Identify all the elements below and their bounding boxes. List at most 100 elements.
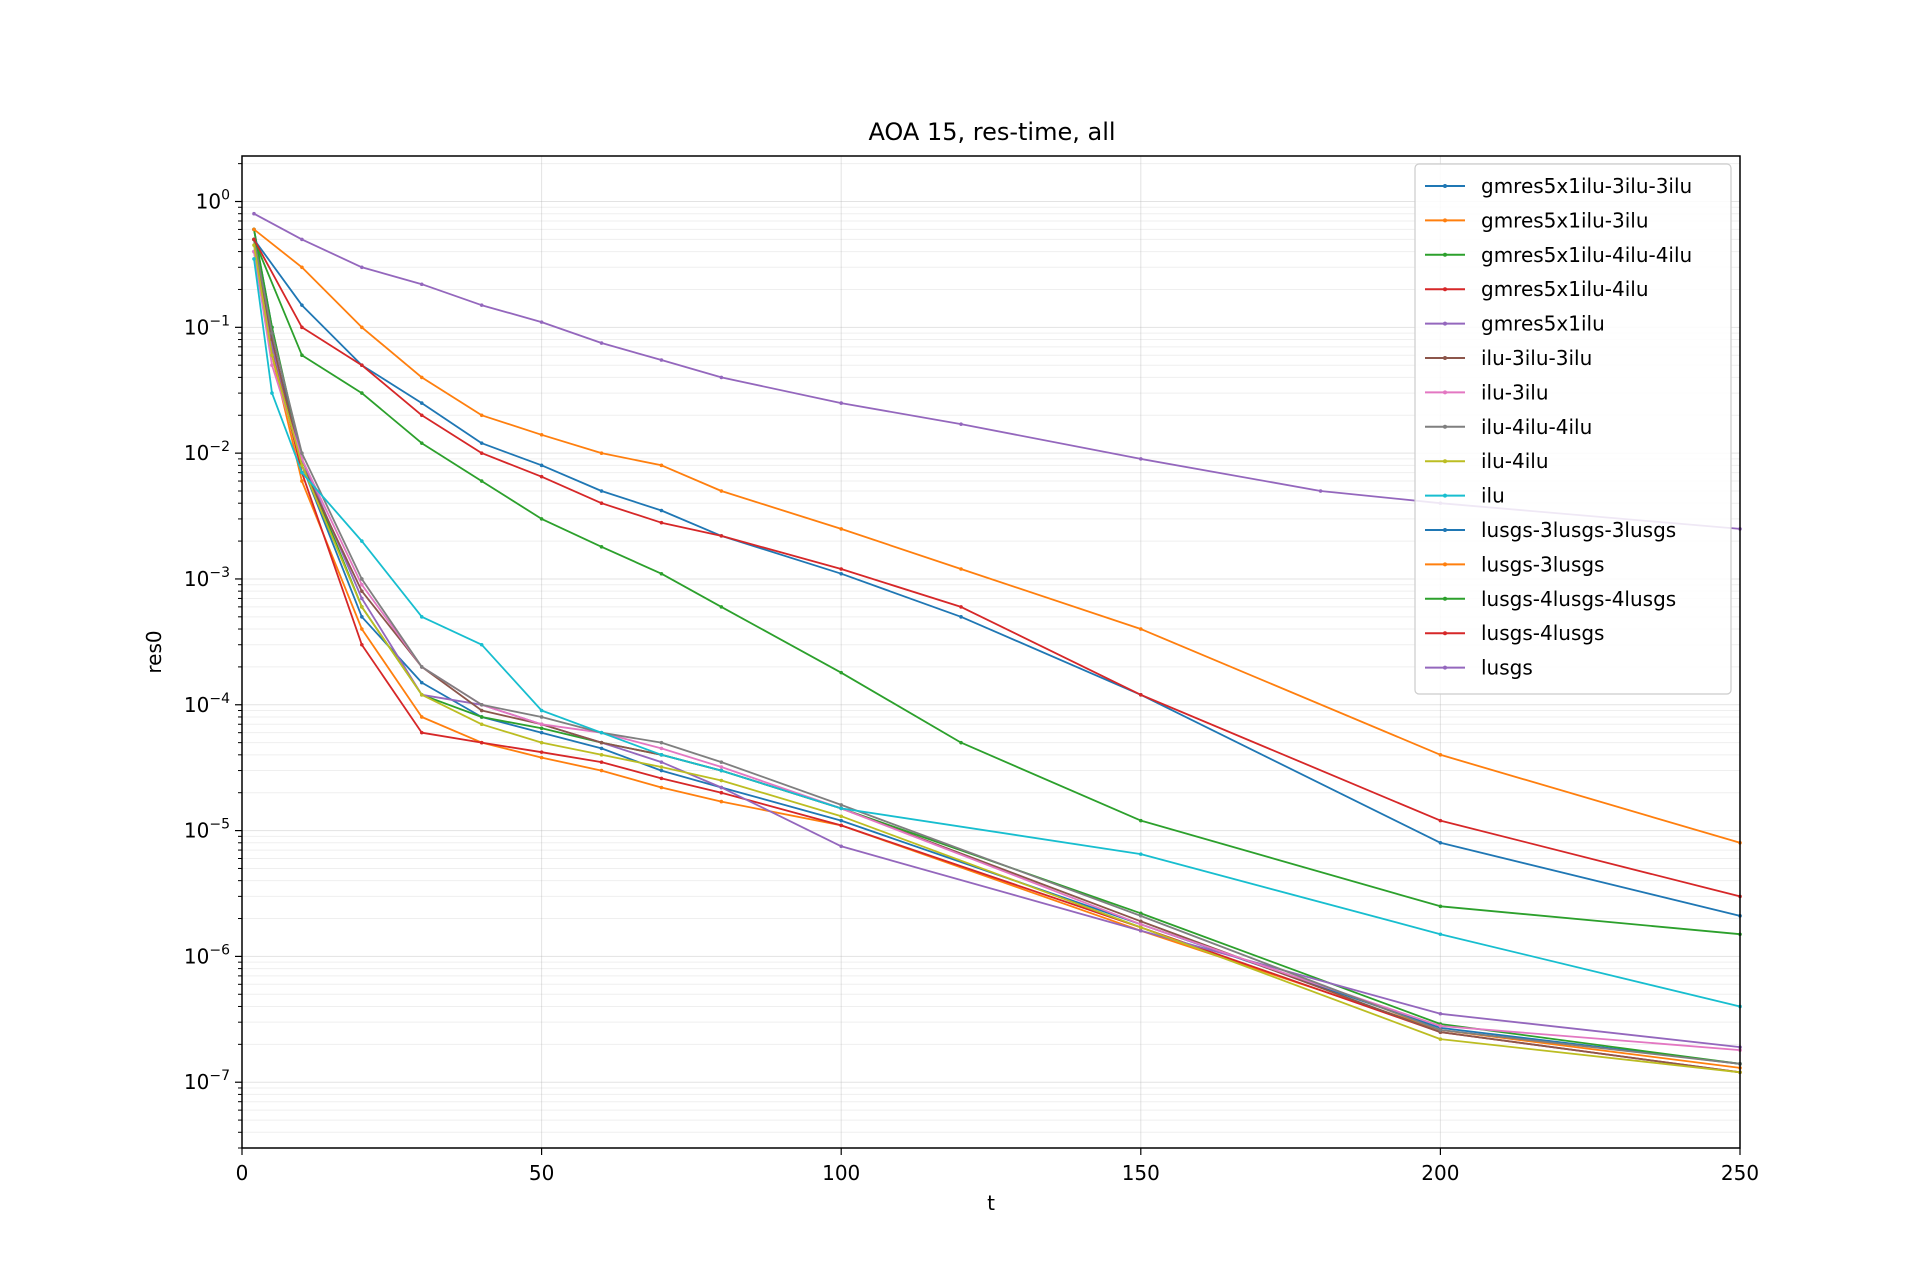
series-point-ilu-4ilu	[1139, 925, 1143, 930]
series-point-lusgs-3lusgs-3lusgs	[539, 463, 544, 468]
series-point-ilu-4ilu	[479, 722, 484, 727]
legend-label: lusgs-4lusgs-4lusgs	[1481, 587, 1676, 611]
series-point-gmres5x1ilu-4ilu	[479, 740, 484, 745]
series-point-lusgs-4lusgs-4lusgs	[419, 441, 424, 445]
series-point-gmres5x1ilu-3ilu-3ilu	[419, 680, 424, 685]
series-point-ilu-3ilu-3ilu	[360, 589, 364, 593]
series-point-lusgs-3lusgs-3lusgs	[1438, 840, 1443, 845]
series-point-ilu-3ilu	[1438, 1024, 1443, 1028]
legend-marker	[1443, 287, 1447, 292]
y-tick-label: 10−7	[184, 1068, 230, 1094]
series-point-ilu-4ilu-4ilu	[360, 577, 364, 581]
series-point-lusgs	[360, 265, 364, 270]
series-point-gmres5x1ilu-3ilu-3ilu	[599, 746, 604, 751]
legend-marker	[1443, 459, 1447, 464]
series-point-lusgs-3lusgs	[839, 527, 843, 531]
series-point-ilu	[599, 730, 604, 735]
series-point-lusgs-4lusgs	[1438, 818, 1443, 823]
series-point-gmres5x1ilu-3ilu-3ilu	[839, 818, 843, 823]
legend-label: ilu-4ilu-4ilu	[1481, 415, 1592, 439]
series-point-ilu-4ilu-4ilu	[270, 331, 274, 335]
series-point-lusgs-3lusgs	[539, 432, 544, 437]
series-point-ilu	[1438, 932, 1443, 937]
series-point-ilu-4ilu	[270, 353, 274, 358]
legend-label: lusgs-4lusgs	[1481, 621, 1604, 645]
series-point-lusgs-3lusgs	[479, 413, 484, 418]
series-point-gmres5x1ilu	[1438, 1011, 1443, 1016]
series-point-ilu-3ilu	[659, 746, 664, 751]
series-point-ilu	[252, 257, 256, 261]
series-point-ilu	[360, 539, 364, 543]
series-point-gmres5x1ilu-3ilu	[419, 715, 424, 719]
series-line-ilu-3ilu-3ilu	[253, 239, 1741, 1074]
series-point-lusgs	[479, 303, 484, 307]
series-point-gmres5x1ilu-4ilu	[839, 823, 843, 828]
series-point-ilu-4ilu	[719, 778, 724, 783]
series-point-lusgs-4lusgs-4lusgs	[659, 571, 664, 576]
series-point-lusgs-3lusgs-3lusgs	[419, 401, 424, 405]
series-point-ilu	[839, 806, 843, 811]
series-point-ilu-4ilu-4ilu	[1139, 914, 1143, 918]
series-point-lusgs	[839, 401, 843, 405]
chart-title: AOA 15, res-time, all	[868, 118, 1115, 146]
series-point-lusgs-3lusgs	[599, 451, 604, 455]
legend-label: lusgs	[1481, 656, 1533, 680]
series-point-ilu-4ilu	[300, 463, 304, 468]
series-point-gmres5x1ilu	[839, 844, 843, 849]
series-point-ilu-3ilu-3ilu	[1139, 919, 1143, 924]
legend-marker	[1443, 252, 1447, 257]
series-line-lusgs-4lusgs-4lusgs	[253, 239, 1741, 936]
legend-label: gmres5x1ilu-3ilu-3ilu	[1481, 174, 1692, 198]
series-point-gmres5x1ilu-3ilu	[539, 755, 544, 760]
series-point-ilu-4ilu	[419, 693, 424, 697]
series-point-ilu-4ilu-4ilu	[479, 702, 484, 707]
series-point-lusgs-3lusgs-3lusgs	[839, 571, 843, 576]
series-point-gmres5x1ilu-3ilu	[599, 768, 604, 773]
series-point-lusgs-4lusgs	[360, 363, 364, 367]
series-point-lusgs-3lusgs	[300, 265, 304, 270]
legend-label: gmres5x1ilu-4ilu	[1481, 277, 1649, 301]
series-point-lusgs	[959, 422, 963, 426]
y-tick-label: 100	[196, 188, 230, 214]
series-point-lusgs-4lusgs-4lusgs	[719, 605, 724, 609]
series-point-ilu-4ilu	[539, 740, 544, 745]
legend-marker	[1443, 665, 1447, 670]
series-point-lusgs-4lusgs-4lusgs	[1438, 904, 1443, 909]
series-point-lusgs-4lusgs	[252, 237, 256, 242]
legend-label: gmres5x1ilu-4ilu-4ilu	[1481, 243, 1692, 267]
series-point-lusgs	[1139, 457, 1143, 461]
series-point-lusgs-4lusgs	[839, 567, 843, 571]
series-point-lusgs-4lusgs-4lusgs	[839, 670, 843, 675]
series-point-ilu-4ilu-4ilu	[659, 740, 664, 745]
series-point-lusgs-3lusgs-3lusgs	[959, 615, 963, 619]
series-point-gmres5x1ilu-3ilu-3ilu	[539, 730, 544, 735]
series-point-lusgs-3lusgs	[659, 463, 664, 468]
series-point-gmres5x1ilu-3ilu	[719, 799, 724, 804]
series-point-ilu	[1139, 852, 1143, 856]
series-point-lusgs-4lusgs-4lusgs	[479, 479, 484, 483]
series-point-ilu-4ilu	[659, 765, 664, 769]
series-line-lusgs-4lusgs	[253, 238, 1741, 898]
series-point-ilu	[419, 615, 424, 619]
legend-marker	[1443, 184, 1447, 188]
x-tick-label: 100	[822, 1161, 860, 1185]
series-point-ilu-4ilu-4ilu	[300, 451, 304, 455]
series-point-ilu-4ilu	[252, 243, 256, 247]
series-line-ilu-4ilu-4ilu	[253, 239, 1741, 1065]
legend-marker	[1443, 631, 1447, 636]
series-point-lusgs-3lusgs	[252, 227, 256, 232]
series-point-lusgs-4lusgs-4lusgs	[539, 517, 544, 521]
series-point-gmres5x1ilu-4ilu-4ilu	[479, 715, 484, 719]
y-tick-label: 10−6	[184, 942, 230, 968]
x-tick-label: 50	[529, 1161, 554, 1185]
series-point-ilu	[659, 753, 664, 757]
series-point-ilu	[270, 391, 274, 395]
series-point-lusgs-3lusgs	[959, 567, 963, 571]
series-point-gmres5x1ilu-4ilu	[539, 750, 544, 754]
plot-frame	[241, 155, 1741, 1149]
series-point-lusgs-4lusgs	[1139, 693, 1143, 697]
legend-label: lusgs-3lusgs	[1481, 552, 1604, 576]
legend-label: gmres5x1ilu	[1481, 312, 1605, 336]
series-point-ilu-4ilu-4ilu	[1438, 1028, 1443, 1032]
series-point-gmres5x1ilu-4ilu	[360, 642, 364, 647]
